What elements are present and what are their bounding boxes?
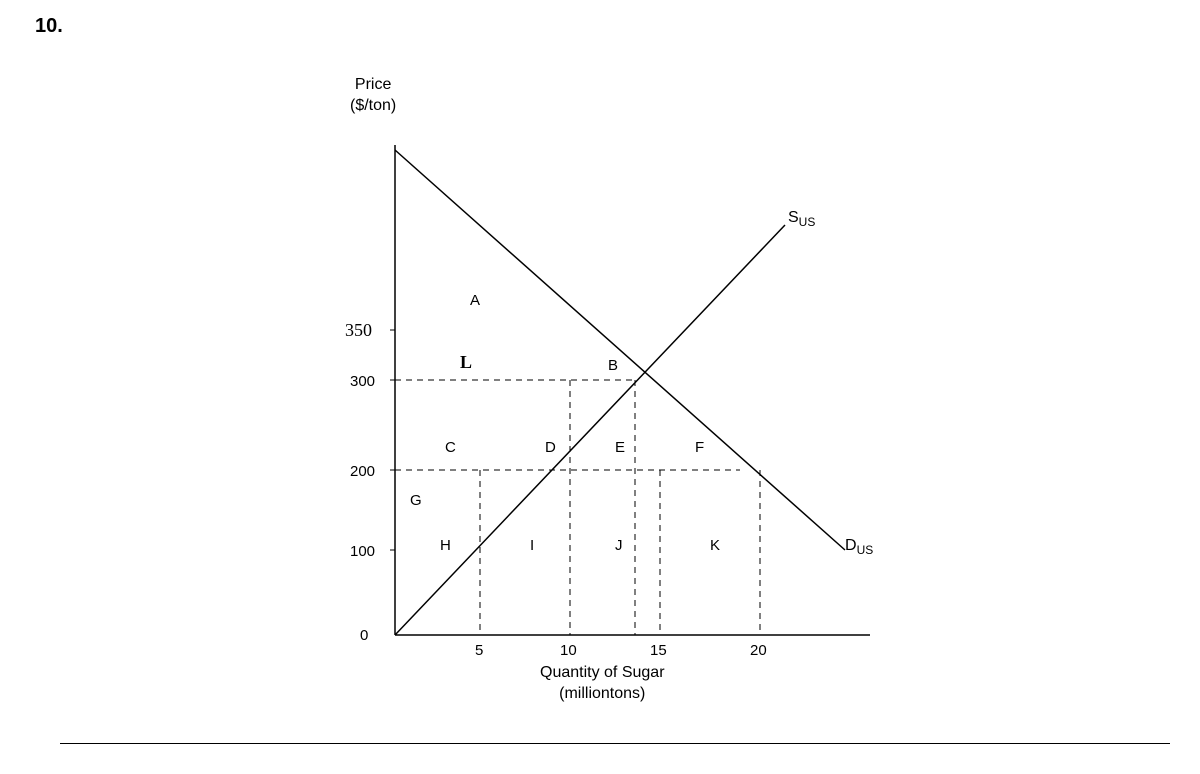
ytick-0: 0	[360, 627, 368, 644]
region-H: H	[440, 537, 451, 554]
xtick-5: 5	[475, 642, 483, 659]
chart-svg: 350 300 200 100 0 5 10 15 20 SUS DUS	[340, 80, 900, 680]
region-I: I	[530, 537, 534, 554]
ytick-300: 300	[350, 373, 375, 390]
xtick-10: 10	[560, 642, 577, 659]
region-F: F	[695, 439, 704, 456]
region-E: E	[615, 439, 625, 456]
x-axis-title: Quantity of Sugar (milliontons)	[540, 663, 665, 705]
region-L: L	[460, 352, 472, 372]
supply-demand-chart: Price ($/ton) 350 300 200 100 0 5 10 15 …	[340, 80, 900, 700]
question-number: 10.	[35, 15, 63, 38]
demand-label: DUS	[845, 537, 873, 557]
ytick-200: 200	[350, 463, 375, 480]
demand-line	[395, 150, 845, 550]
xtick-15: 15	[650, 642, 667, 659]
region-B: B	[608, 357, 618, 374]
ytick-350: 350	[345, 320, 372, 340]
supply-label: SUS	[788, 209, 815, 229]
region-C: C	[445, 439, 456, 456]
xtick-20: 20	[750, 642, 767, 659]
region-G: G	[410, 492, 422, 509]
region-D: D	[545, 439, 556, 456]
region-J: J	[615, 537, 623, 554]
x-title-2: (milliontons)	[559, 685, 645, 702]
region-K: K	[710, 537, 720, 554]
x-title-1: Quantity of Sugar	[540, 664, 665, 681]
region-A: A	[470, 292, 480, 309]
ytick-100: 100	[350, 543, 375, 560]
supply-line	[395, 225, 785, 635]
page-divider	[60, 743, 1170, 744]
